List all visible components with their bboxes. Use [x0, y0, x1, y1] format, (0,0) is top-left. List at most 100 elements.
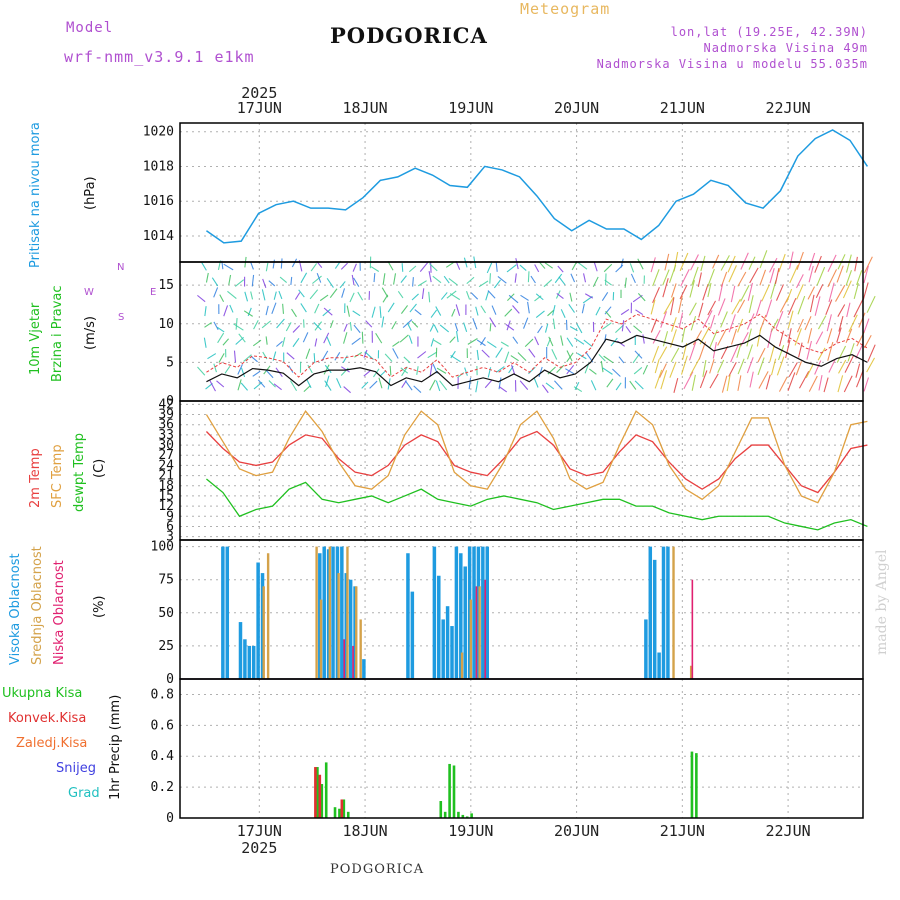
- wind-arrow: [261, 289, 266, 301]
- wind-arrow: [319, 294, 329, 302]
- y-tick-label: 0.8: [151, 687, 174, 702]
- bottom-day-label: 18JUN: [342, 822, 387, 840]
- wind-arrow: [504, 351, 510, 363]
- wind-arrow: [439, 324, 450, 333]
- panel-frame: [179, 122, 864, 263]
- wind-arrow: [556, 292, 564, 300]
- wind-arrow: [443, 275, 450, 284]
- wind-arrow: [610, 337, 618, 347]
- wind-arrow: [634, 380, 644, 390]
- wind-arrow: [217, 326, 225, 333]
- wind-arrow: [777, 345, 785, 361]
- wind-arrow: [590, 380, 597, 391]
- wind-arrow: [197, 294, 206, 303]
- wind-arrow: [545, 382, 555, 390]
- y-tick-label: 39: [158, 408, 174, 423]
- wind-arrow: [669, 264, 677, 284]
- y-tick-label: 3: [166, 530, 174, 545]
- mid-cloud-bar: [359, 619, 362, 679]
- wind-arrow: [234, 279, 245, 287]
- elevation-label: Nadmorska Visina 49m: [703, 41, 868, 55]
- y-tick-label: 1016: [143, 194, 174, 209]
- wind-arrow: [314, 321, 323, 331]
- wind-arrow: [654, 359, 660, 374]
- wind-arrow: [854, 256, 858, 272]
- wind-arrow: [620, 258, 624, 268]
- wind-arrow: [558, 276, 566, 286]
- wind-arrow: [836, 327, 842, 343]
- wind-arrow: [213, 321, 219, 330]
- wind-arrow: [866, 295, 876, 313]
- wind-arrow: [393, 273, 397, 285]
- bottom-day-label: 19JUN: [448, 822, 493, 840]
- wind-arrow: [737, 358, 745, 375]
- y-tick-label: 30: [158, 438, 174, 453]
- wind-arrow: [197, 366, 206, 376]
- wind-arrow: [292, 338, 300, 348]
- wind-arrow: [448, 277, 458, 286]
- precip-total-bar: [316, 767, 319, 818]
- wind-arrow: [720, 311, 728, 328]
- wind-arrow: [698, 341, 707, 360]
- wind-arrow: [775, 310, 784, 329]
- y-tick-label: 1018: [143, 159, 174, 174]
- mid-cloud-bar: [266, 553, 270, 679]
- wind-arrow: [276, 318, 285, 329]
- wind-arrow: [692, 330, 703, 346]
- wind-arrow: [836, 265, 844, 283]
- wind-arrow: [560, 335, 564, 346]
- wind-arrow: [487, 290, 496, 299]
- wind-arrow: [856, 270, 863, 286]
- wind-arrow: [476, 349, 480, 361]
- wind-arrow: [702, 284, 709, 301]
- wind-arrow: [615, 324, 624, 334]
- wind-arrow: [485, 291, 490, 301]
- precip-legend-hail: Grad: [68, 786, 100, 801]
- wind-arrow: [815, 284, 824, 298]
- wind-arrow: [758, 371, 769, 389]
- wind-arrow: [678, 312, 684, 329]
- wind-arrow: [352, 263, 357, 272]
- y-tick-label: 0.2: [151, 780, 174, 795]
- wind-arrow: [252, 370, 261, 377]
- wind-arrow: [450, 350, 456, 359]
- low-cloud-bar: [475, 586, 478, 679]
- wind-arrow: [326, 336, 332, 346]
- wind-arrow: [336, 378, 342, 389]
- wind-arrow: [413, 385, 422, 393]
- wind-arrow: [323, 332, 330, 344]
- high-cloud-bar: [644, 619, 648, 679]
- wind-arrow: [512, 336, 519, 344]
- wind-arrow: [523, 317, 529, 329]
- wind-arrow: [863, 318, 870, 333]
- wind-arrow: [798, 342, 803, 358]
- wind-arrow: [285, 322, 292, 332]
- compass-s: S: [118, 312, 125, 323]
- wind-arrow: [788, 251, 794, 269]
- wind-arrow: [808, 265, 814, 283]
- wind-arrow: [265, 305, 269, 316]
- wind-arrow: [671, 317, 677, 332]
- wind-arrow: [543, 279, 553, 288]
- wind-arrow: [709, 373, 719, 389]
- wind-arrow: [728, 362, 737, 377]
- wind-arrow: [581, 303, 585, 314]
- wind-arrow: [412, 277, 414, 287]
- precip-total-bar: [461, 814, 465, 818]
- high-cloud-bar: [454, 546, 459, 679]
- wind-arrow: [570, 273, 576, 283]
- bottom-day-label: 17JUN: [237, 822, 282, 840]
- wind-arrow: [709, 314, 716, 329]
- wind-arrow: [463, 322, 468, 333]
- mid-cloud-bar: [689, 665, 693, 679]
- wind-arrow: [838, 316, 844, 332]
- wind-arrow: [778, 376, 788, 392]
- wind-arrow: [689, 280, 695, 298]
- wind-arrow: [429, 323, 435, 332]
- wind-arrow: [637, 258, 644, 270]
- wind-arrow: [554, 380, 563, 390]
- wind-arrow: [728, 314, 736, 333]
- wind-arrow: [707, 282, 712, 298]
- wind-arrow: [435, 306, 442, 316]
- wind-arrow: [740, 284, 750, 302]
